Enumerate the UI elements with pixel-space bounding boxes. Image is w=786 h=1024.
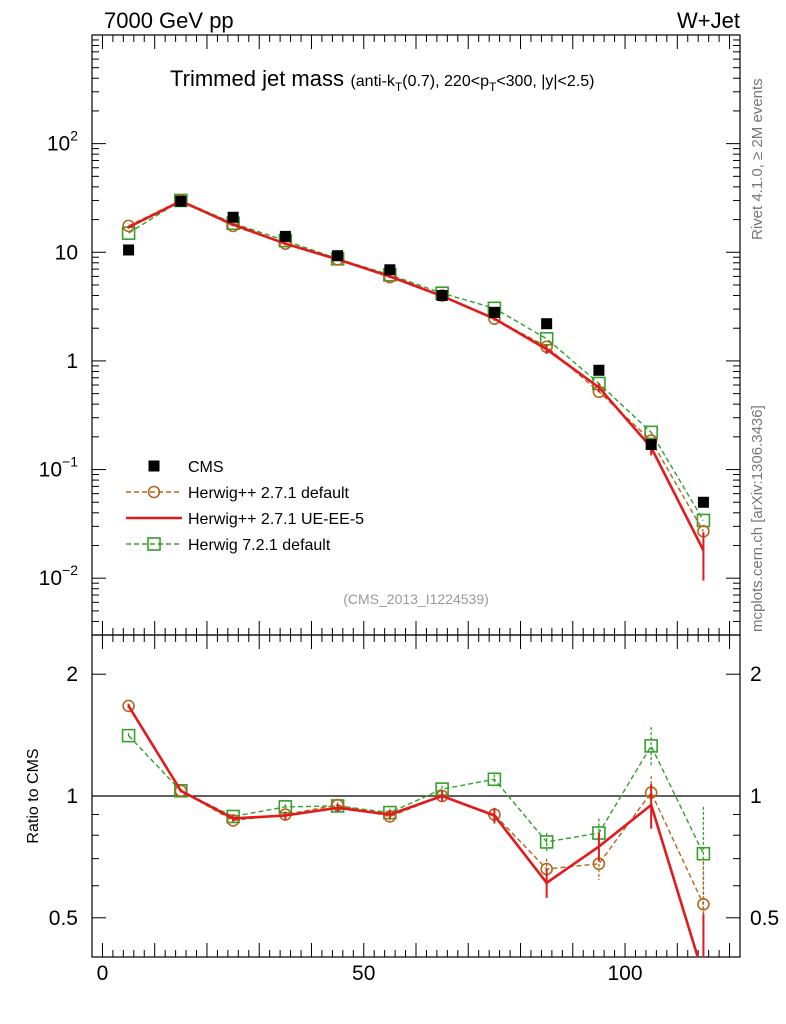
y-tick-label: 1 [66, 350, 78, 373]
legend-marker [147, 485, 161, 499]
data-point [384, 264, 396, 276]
x-tick-label: 0 [97, 962, 109, 985]
ratio-point [696, 846, 711, 861]
ratio-series-herwig-2-7-1-ue-ee-5 [127, 703, 705, 958]
ratio-series-herwig-7-2-1-default [121, 727, 711, 918]
subtitle-part: (anti-k [350, 73, 395, 90]
ratio-point [174, 784, 188, 798]
rivet-label: Rivet 4.1.0, ≥ 2M events [749, 78, 766, 240]
legend-label: Herwig++ 2.7.1 default [188, 485, 350, 502]
legend-entry: Herwig++ 2.7.1 UE-EE-5 [126, 511, 364, 528]
y-tick-exponent: 2 [70, 128, 78, 144]
subtitle-part: (0.7), 220<p [402, 73, 489, 90]
y-tick-label: 10−2 [39, 562, 79, 590]
data-point [227, 211, 239, 223]
ratio-series [121, 699, 711, 958]
y-tick-label: 10−1 [39, 454, 79, 482]
ratio-point [644, 739, 658, 753]
x-tick-label: 50 [352, 962, 375, 985]
ratio-y-tick-label: 2 [66, 663, 78, 686]
ratio-point [487, 772, 502, 787]
series-line [128, 199, 705, 552]
x-tick-label: 100 [608, 962, 643, 985]
data-point [645, 439, 657, 451]
legend-entry: Herwig 7.2.1 default [126, 537, 331, 554]
ratio-point [435, 789, 449, 803]
y-tick-exponent: −2 [62, 562, 78, 578]
chart-subtitle-text: (anti-kT(0.7), 220<pT<300, |y|<2.5) [350, 73, 594, 94]
legend-entry: CMS [148, 459, 224, 476]
data-point [332, 250, 344, 262]
data-point [644, 425, 658, 440]
ratio-line [127, 705, 699, 958]
chart-title: Trimmed jet mass (anti-kT(0.7), 220<pT<3… [170, 66, 594, 94]
ratio-panel: 0.5 0.5 1 1 2 2 0 50 100 Ratio to CMS [25, 634, 779, 985]
data-point [697, 496, 709, 508]
ratio-point [226, 814, 240, 827]
data-point [175, 195, 187, 207]
y-tick-base: 10 [55, 241, 78, 264]
legend-label: Herwig++ 2.7.1 UE-EE-5 [188, 511, 364, 528]
ratio-y-tick-label: 1 [66, 785, 78, 808]
ratio-y-tick-label-right: 0.5 [750, 907, 779, 930]
ratio-y-tick-label-right: 1 [750, 785, 762, 808]
ratio-ylabel: Ratio to CMS [25, 748, 42, 843]
ratio-ticks: 0.5 0.5 1 1 2 2 0 50 100 [49, 635, 779, 985]
ratio-y-tick-label-right: 2 [750, 663, 762, 686]
legend-label: CMS [188, 459, 224, 476]
y-tick-label: 102 [47, 128, 78, 156]
ratio-point [539, 835, 554, 849]
data-point [123, 244, 135, 256]
y-tick-exponent: −1 [62, 454, 78, 470]
subtitle-part: <300, |y|<2.5) [496, 73, 594, 90]
data-point [593, 364, 605, 376]
header-left: 7000 GeV pp [104, 8, 234, 33]
analysis-annotation: (CMS_2013_I1224539) [343, 591, 489, 607]
y-tick-base: 10 [39, 459, 62, 482]
data-point [279, 230, 291, 242]
legend-marker [147, 537, 161, 551]
y-tick-base: 10 [47, 133, 70, 156]
ratio-y-tick-label: 0.5 [49, 907, 78, 930]
legend: CMS Herwig++ 2.7.1 default Herwig++ 2.7.1 … [126, 459, 364, 554]
subtitle-subscript: T [489, 80, 497, 94]
ratio-point [697, 897, 710, 911]
main-series [121, 193, 711, 581]
series-herwig-7-2-1-default [121, 193, 711, 528]
y-tick-base: 1 [66, 350, 78, 373]
legend-entry: Herwig++ 2.7.1 default [126, 485, 350, 502]
subtitle-subscript: T [395, 80, 403, 94]
data-point [541, 318, 553, 330]
chart-title-main: Trimmed jet mass [170, 66, 344, 91]
main-ticks [92, 35, 740, 636]
series-line [128, 199, 705, 532]
chart-subtitle: (anti-kT(0.7), 220<pT<300, |y|<2.5) [350, 73, 594, 94]
y-tick-label: 10 [55, 241, 78, 264]
data-point [488, 306, 500, 318]
mcplots-label: mcplots.cern.ch [arXiv:1306.3436] [749, 405, 766, 632]
legend-label: Herwig 7.2.1 default [188, 537, 331, 554]
data-point [539, 331, 554, 346]
ratio-point [121, 728, 136, 743]
series-cms [123, 195, 709, 508]
legend-marker [148, 460, 160, 472]
ratio-point [122, 699, 135, 713]
y-tick-base: 10 [39, 567, 62, 590]
ratio-line [128, 735, 705, 855]
data-point [436, 290, 448, 302]
header-right: W+Jet [677, 8, 740, 33]
